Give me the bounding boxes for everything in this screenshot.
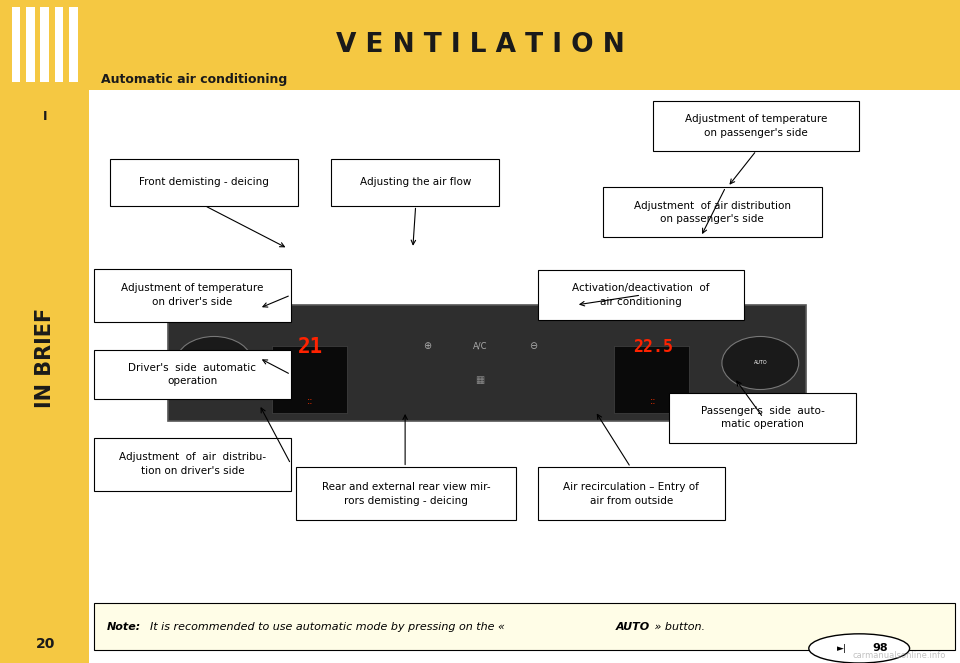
Ellipse shape (808, 634, 910, 663)
Bar (94, 603, 955, 650)
Text: ⊖: ⊖ (529, 341, 537, 351)
Text: ►|: ►| (837, 644, 847, 653)
Bar (40, 7, 49, 82)
Text: ::: :: (307, 396, 313, 406)
Text: 22.5: 22.5 (633, 337, 673, 356)
Bar (614, 346, 689, 413)
Bar (26, 7, 35, 82)
Text: 21: 21 (298, 337, 323, 357)
Text: Passenger's  side  auto-
matic operation: Passenger's side auto- matic operation (701, 406, 825, 429)
Text: V E N T I L A T I O N: V E N T I L A T I O N (336, 32, 624, 58)
Bar (110, 159, 298, 206)
Text: Adjustment  of air distribution
on passenger's side: Adjustment of air distribution on passen… (634, 201, 791, 223)
Text: ▦: ▦ (475, 375, 485, 385)
Text: IN BRIEF: IN BRIEF (36, 308, 55, 408)
Text: AUTO: AUTO (754, 361, 767, 365)
Bar (296, 467, 516, 520)
Text: Air recirculation – Entry of
air from outside: Air recirculation – Entry of air from ou… (564, 483, 699, 505)
Text: Note:: Note: (107, 621, 141, 632)
Bar (0, 0, 960, 90)
Text: ::: :: (650, 396, 656, 406)
Text: AUTO: AUTO (615, 621, 650, 632)
Circle shape (176, 337, 252, 390)
Bar (272, 346, 347, 413)
Bar (69, 7, 78, 82)
Text: Automatic air conditioning: Automatic air conditioning (101, 73, 287, 86)
Bar (669, 392, 856, 443)
Text: Front demisting - deicing: Front demisting - deicing (139, 177, 269, 188)
Bar (331, 159, 499, 206)
Text: Rear and external rear view mir-
rors demisting - deicing: Rear and external rear view mir- rors de… (322, 483, 491, 505)
Text: Driver's  side  automatic
operation: Driver's side automatic operation (129, 363, 256, 386)
Bar (94, 438, 291, 491)
Text: A/C: A/C (472, 341, 488, 350)
Text: Adjusting the air flow: Adjusting the air flow (359, 177, 471, 188)
Text: Adjustment of temperature
on passenger's side: Adjustment of temperature on passenger's… (684, 115, 828, 137)
Bar (55, 7, 63, 82)
Text: » button.: » button. (651, 621, 705, 632)
Bar (94, 349, 291, 399)
Circle shape (722, 337, 799, 390)
Bar (653, 101, 859, 151)
Text: Adjustment  of  air  distribu-
tion on driver's side: Adjustment of air distribu- tion on driv… (119, 453, 266, 475)
Text: It is recommended to use automatic mode by pressing on the «: It is recommended to use automatic mode … (150, 621, 508, 632)
Text: I: I (43, 109, 47, 123)
Text: ⊕: ⊕ (423, 341, 431, 351)
Text: AUTO: AUTO (207, 361, 221, 365)
Text: 20: 20 (36, 637, 55, 652)
Bar (603, 187, 822, 237)
Bar (12, 7, 20, 82)
Text: Activation/deactivation  of
air conditioning: Activation/deactivation of air condition… (572, 284, 709, 306)
Bar (94, 269, 291, 322)
Text: 98: 98 (873, 643, 888, 654)
Text: Adjustment of temperature
on driver's side: Adjustment of temperature on driver's si… (121, 284, 264, 306)
Bar (0, 90, 89, 663)
Bar (538, 467, 725, 520)
Text: carmanualsonline.info: carmanualsonline.info (852, 651, 946, 660)
Bar (168, 305, 806, 421)
Bar (538, 271, 744, 320)
Bar (89, 90, 960, 663)
